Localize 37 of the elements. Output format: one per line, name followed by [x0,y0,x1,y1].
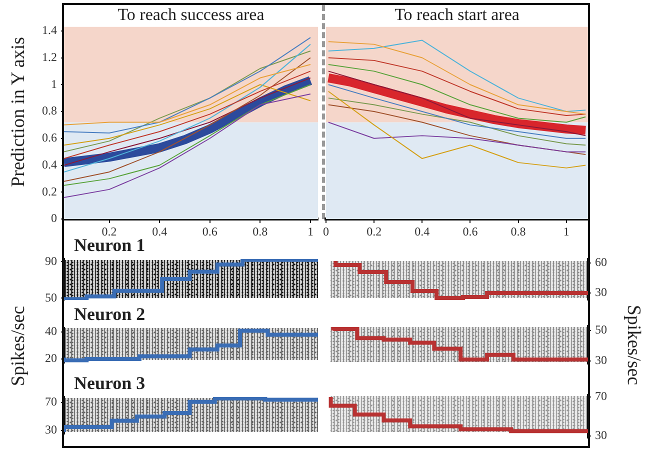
x-tick-label: 0.6 [202,224,218,238]
y-tick-label: 90 [45,254,57,268]
chart-title: To reach start area [394,5,520,25]
y-axis-title: Spikes/sec [8,305,30,386]
y-tick-label: 0.2 [42,184,57,198]
chart-title: Neuron 2 [74,304,146,325]
x-tick-label: 0.4 [414,224,430,238]
y-tick-label: 20 [45,351,57,366]
chart-title: To reach success area [118,5,264,25]
y-tick-label: 40 [45,324,57,338]
x-tick-label: 0.4 [152,224,168,238]
y-axis-title: Prediction in Y axis [8,36,30,187]
chart-title: Neuron 3 [74,373,146,394]
y-tick-label: 50 [45,290,57,304]
y-tick-label: 30 [595,353,607,368]
y-tick-label: 50 [595,322,607,337]
y-tick-label: 70 [595,389,607,404]
x-tick-label: 0.8 [510,224,526,238]
y-tick-label: 60 [595,255,607,270]
y-tick-label: 0.6 [42,130,57,145]
x-tick-label: 1 [563,224,570,238]
y-tick-label: 30 [595,285,607,300]
y-tick-label: 0.8 [42,104,57,118]
y-tick-label: 30 [45,422,57,437]
x-tick-label: 0.6 [462,224,478,238]
y-tick-label: 70 [45,394,57,409]
y-tick-label: 0 [51,211,57,226]
y-tick-label: 30 [595,428,607,442]
y2-axis-title: Spikes/sec [622,304,644,386]
x-tick-label: 0.8 [252,224,268,238]
y-tick-label: 1.2 [42,50,57,64]
y-tick-label: 1 [51,76,57,91]
y-tick-label: 0.4 [42,157,57,172]
x-tick-label: 0 [323,224,329,238]
y-tick-label: 1.4 [42,23,57,38]
x-tick-label: 1 [307,224,314,238]
x-tick-label: 0.2 [366,224,382,238]
